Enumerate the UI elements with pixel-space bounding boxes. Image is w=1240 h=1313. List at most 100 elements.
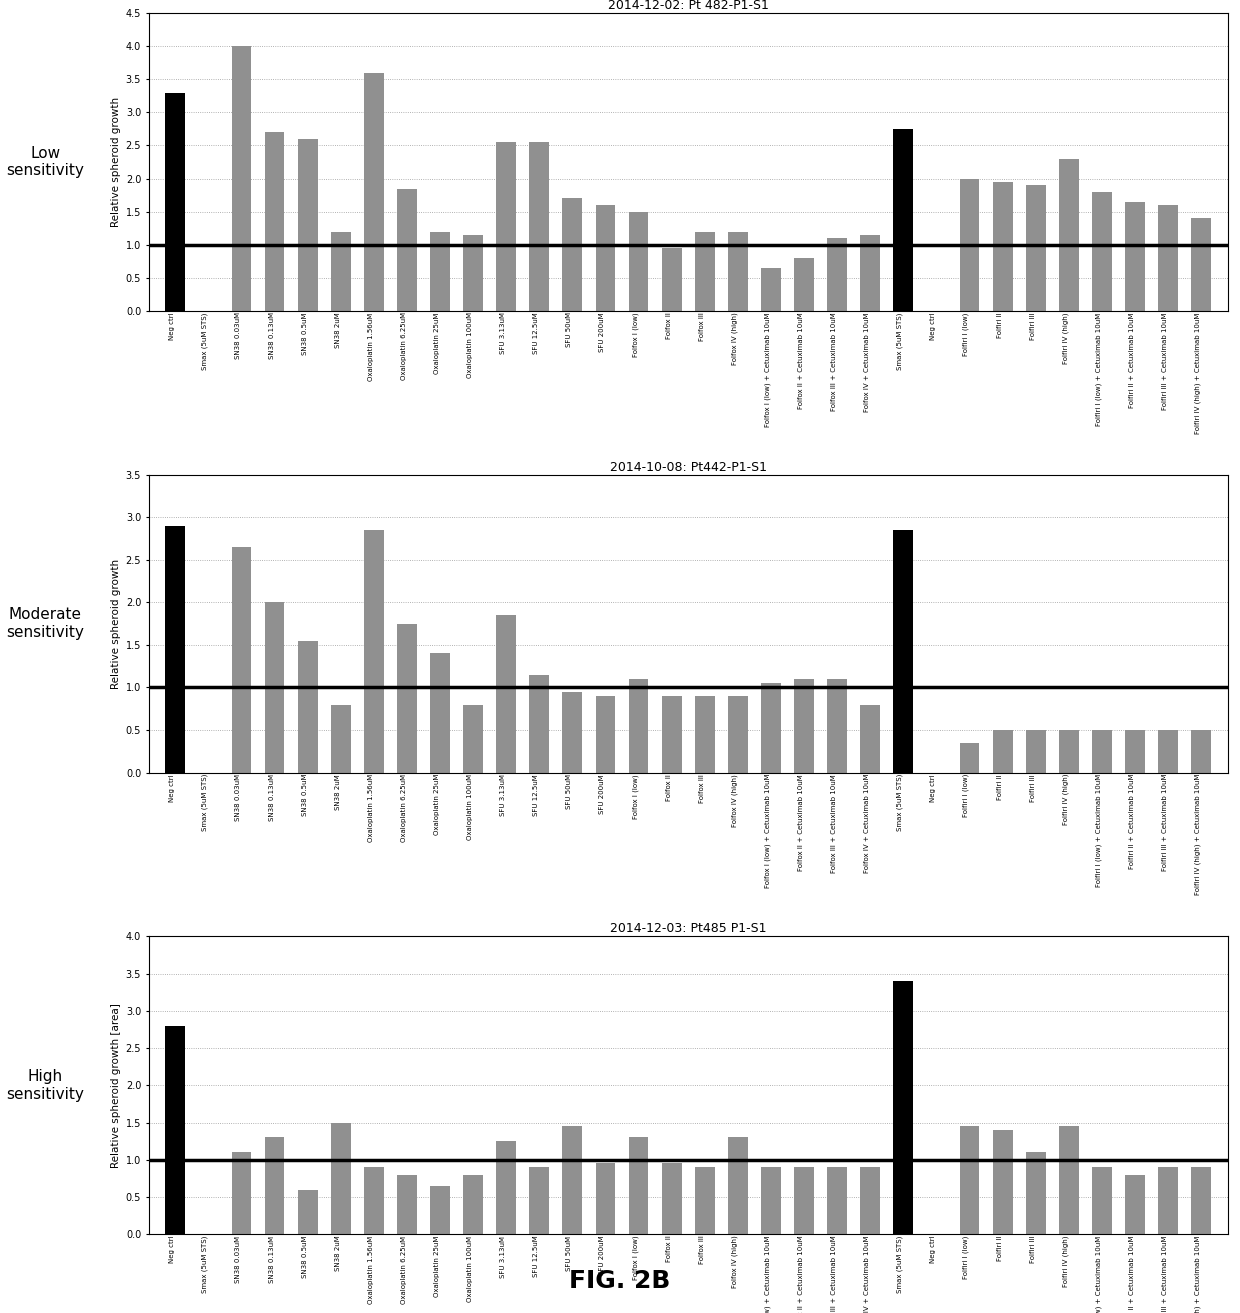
Bar [1059, 1127, 1079, 1234]
Bar [363, 530, 383, 772]
Bar [1192, 1167, 1211, 1234]
Bar [595, 1163, 615, 1234]
Bar [165, 525, 185, 772]
Bar [496, 616, 516, 772]
Bar [1059, 159, 1079, 311]
Y-axis label: Relative spheroid growth: Relative spheroid growth [112, 558, 122, 689]
Bar [331, 1123, 351, 1234]
Text: High
sensitivity: High sensitivity [6, 1069, 84, 1102]
Bar [827, 238, 847, 311]
Bar [1125, 730, 1145, 772]
Bar [563, 692, 583, 772]
Text: Moderate
sensitivity: Moderate sensitivity [6, 608, 84, 639]
Bar [893, 129, 913, 311]
Bar [1125, 202, 1145, 311]
Bar [331, 705, 351, 772]
Bar [430, 231, 450, 311]
Bar [1092, 1167, 1112, 1234]
Bar [363, 72, 383, 311]
Bar [1025, 730, 1045, 772]
Bar [662, 696, 682, 772]
Bar [232, 1153, 252, 1234]
Bar [794, 679, 813, 772]
Bar [993, 183, 1013, 311]
Bar [464, 705, 484, 772]
Title: 2014-10-08: Pt442-P1-S1: 2014-10-08: Pt442-P1-S1 [610, 461, 766, 474]
Bar [464, 235, 484, 311]
Bar [893, 530, 913, 772]
Bar [1158, 205, 1178, 311]
Bar [595, 205, 615, 311]
Bar [993, 730, 1013, 772]
Bar [761, 268, 781, 311]
Bar [662, 1163, 682, 1234]
Bar [165, 92, 185, 311]
Bar [794, 1167, 813, 1234]
Bar [794, 259, 813, 311]
Bar [629, 211, 649, 311]
Bar [1092, 730, 1112, 772]
Bar [529, 1167, 549, 1234]
Bar [893, 981, 913, 1234]
Bar [496, 142, 516, 311]
Bar [728, 696, 748, 772]
Bar [960, 179, 980, 311]
Bar [1092, 192, 1112, 311]
Bar [694, 696, 714, 772]
Bar [761, 683, 781, 772]
Title: 2014-12-02: Pt 482-P1-S1: 2014-12-02: Pt 482-P1-S1 [608, 0, 769, 12]
Bar [165, 1025, 185, 1234]
Y-axis label: Relative spheroid growth: Relative spheroid growth [112, 97, 122, 227]
Bar [595, 696, 615, 772]
Bar [1059, 730, 1079, 772]
Bar [728, 1137, 748, 1234]
Bar [464, 1175, 484, 1234]
Bar [264, 1137, 284, 1234]
Text: FIG. 2B: FIG. 2B [569, 1270, 671, 1293]
Bar [694, 231, 714, 311]
Bar [563, 1127, 583, 1234]
Bar [563, 198, 583, 311]
Bar [1192, 730, 1211, 772]
Bar [1158, 1167, 1178, 1234]
Bar [1158, 730, 1178, 772]
Bar [397, 624, 417, 772]
Bar [861, 1167, 880, 1234]
Bar [331, 231, 351, 311]
Text: Low
sensitivity: Low sensitivity [6, 146, 84, 179]
Bar [662, 248, 682, 311]
Bar [529, 675, 549, 772]
Bar [430, 654, 450, 772]
Bar [1025, 185, 1045, 311]
Bar [761, 1167, 781, 1234]
Bar [529, 142, 549, 311]
Bar [496, 1141, 516, 1234]
Bar [397, 1175, 417, 1234]
Y-axis label: Relative spheroid growth [area]: Relative spheroid growth [area] [112, 1003, 122, 1167]
Bar [629, 1137, 649, 1234]
Bar [1192, 218, 1211, 311]
Bar [960, 743, 980, 772]
Bar [993, 1130, 1013, 1234]
Bar [264, 133, 284, 311]
Bar [430, 1186, 450, 1234]
Bar [232, 46, 252, 311]
Bar [298, 1190, 317, 1234]
Bar [960, 1127, 980, 1234]
Bar [827, 679, 847, 772]
Bar [1025, 1153, 1045, 1234]
Bar [861, 705, 880, 772]
Bar [1125, 1175, 1145, 1234]
Bar [728, 231, 748, 311]
Bar [629, 679, 649, 772]
Bar [264, 603, 284, 772]
Bar [694, 1167, 714, 1234]
Bar [363, 1167, 383, 1234]
Bar [827, 1167, 847, 1234]
Bar [232, 548, 252, 772]
Bar [397, 189, 417, 311]
Bar [861, 235, 880, 311]
Bar [298, 139, 317, 311]
Title: 2014-12-03: Pt485 P1-S1: 2014-12-03: Pt485 P1-S1 [610, 922, 766, 935]
Bar [298, 641, 317, 772]
